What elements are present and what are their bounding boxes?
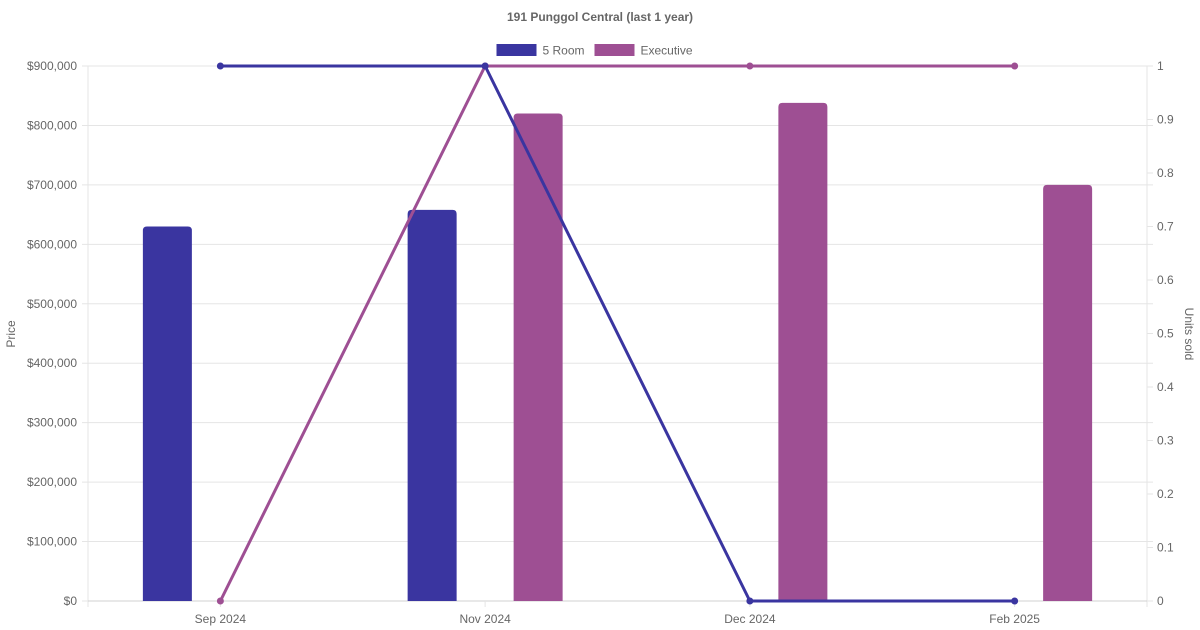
right-tick-label: 0.2	[1157, 487, 1174, 501]
right-tick-label: 0	[1157, 594, 1164, 608]
executive-units-line	[219, 64, 1015, 602]
right-tick-label: 0.6	[1157, 273, 1174, 287]
right-tick-label: 0.1	[1157, 541, 1174, 555]
left-tick-label: $100,000	[27, 535, 77, 549]
bar-executive[interactable]	[513, 113, 563, 602]
left-tick-label: $200,000	[27, 475, 77, 489]
chart-title: 191 Punggol Central (last 1 year)	[507, 10, 693, 24]
executive-units-point[interactable]	[746, 62, 754, 70]
right-tick-label: 0.5	[1157, 327, 1174, 341]
right-axis-ticks: 0 0.1 0.2 0.3 0.4 0.5 0.6 0.7 0.8 0.9 1	[1157, 59, 1174, 608]
legend[interactable]: 5 Room Executive	[496, 44, 693, 58]
legend-item-5-room[interactable]: 5 Room	[496, 44, 585, 58]
left-tick-label: $400,000	[27, 356, 77, 370]
bar-5-room[interactable]	[142, 226, 192, 602]
bar-series	[142, 102, 1093, 602]
right-tick-label: 0.7	[1157, 220, 1174, 234]
bar-5-room[interactable]	[407, 209, 457, 601]
right-tick-label: 1	[1157, 59, 1164, 73]
left-tick-label: $500,000	[27, 297, 77, 311]
five-room-units-point[interactable]	[216, 62, 224, 70]
bar-executive[interactable]	[778, 102, 828, 601]
left-tick-label: $900,000	[27, 59, 77, 73]
x-tick-label: Feb 2025	[989, 612, 1040, 626]
legend-label: Executive	[641, 44, 693, 58]
legend-swatch	[496, 44, 537, 56]
x-tick-label: Nov 2024	[459, 612, 511, 626]
left-tick-label: $0	[64, 594, 78, 608]
left-axis-ticks: $0 $100,000 $200,000 $300,000 $400,000 $500,0…	[27, 59, 77, 608]
five-room-units-point[interactable]	[481, 62, 489, 70]
legend-swatch	[594, 44, 635, 56]
legend-item-executive[interactable]: Executive	[594, 44, 693, 58]
bar-executive[interactable]	[1043, 184, 1093, 601]
five-room-units-point[interactable]	[746, 597, 754, 605]
legend-label: 5 Room	[543, 44, 585, 58]
left-tick-label: $300,000	[27, 416, 77, 430]
right-tick-label: 0.8	[1157, 166, 1174, 180]
executive-units-point[interactable]	[1011, 62, 1019, 70]
line-series	[216, 62, 1019, 605]
executive-units-point[interactable]	[216, 597, 224, 605]
right-axis-title: Units sold	[1182, 308, 1196, 361]
x-axis-ticks: Sep 2024 Nov 2024 Dec 2024 Feb 2025	[195, 601, 1040, 626]
five-room-units-point[interactable]	[1011, 597, 1019, 605]
x-tick-label: Sep 2024	[195, 612, 247, 626]
left-tick-label: $600,000	[27, 237, 77, 251]
left-tick-label: $800,000	[27, 118, 77, 132]
right-tick-label: 0.9	[1157, 113, 1174, 127]
right-tick-label: 0.3	[1157, 434, 1174, 448]
right-tick-label: 0.4	[1157, 380, 1174, 394]
left-axis-title: Price	[4, 320, 18, 348]
x-tick-label: Dec 2024	[724, 612, 776, 626]
left-tick-label: $700,000	[27, 178, 77, 192]
five-room-units-line	[220, 64, 1015, 603]
